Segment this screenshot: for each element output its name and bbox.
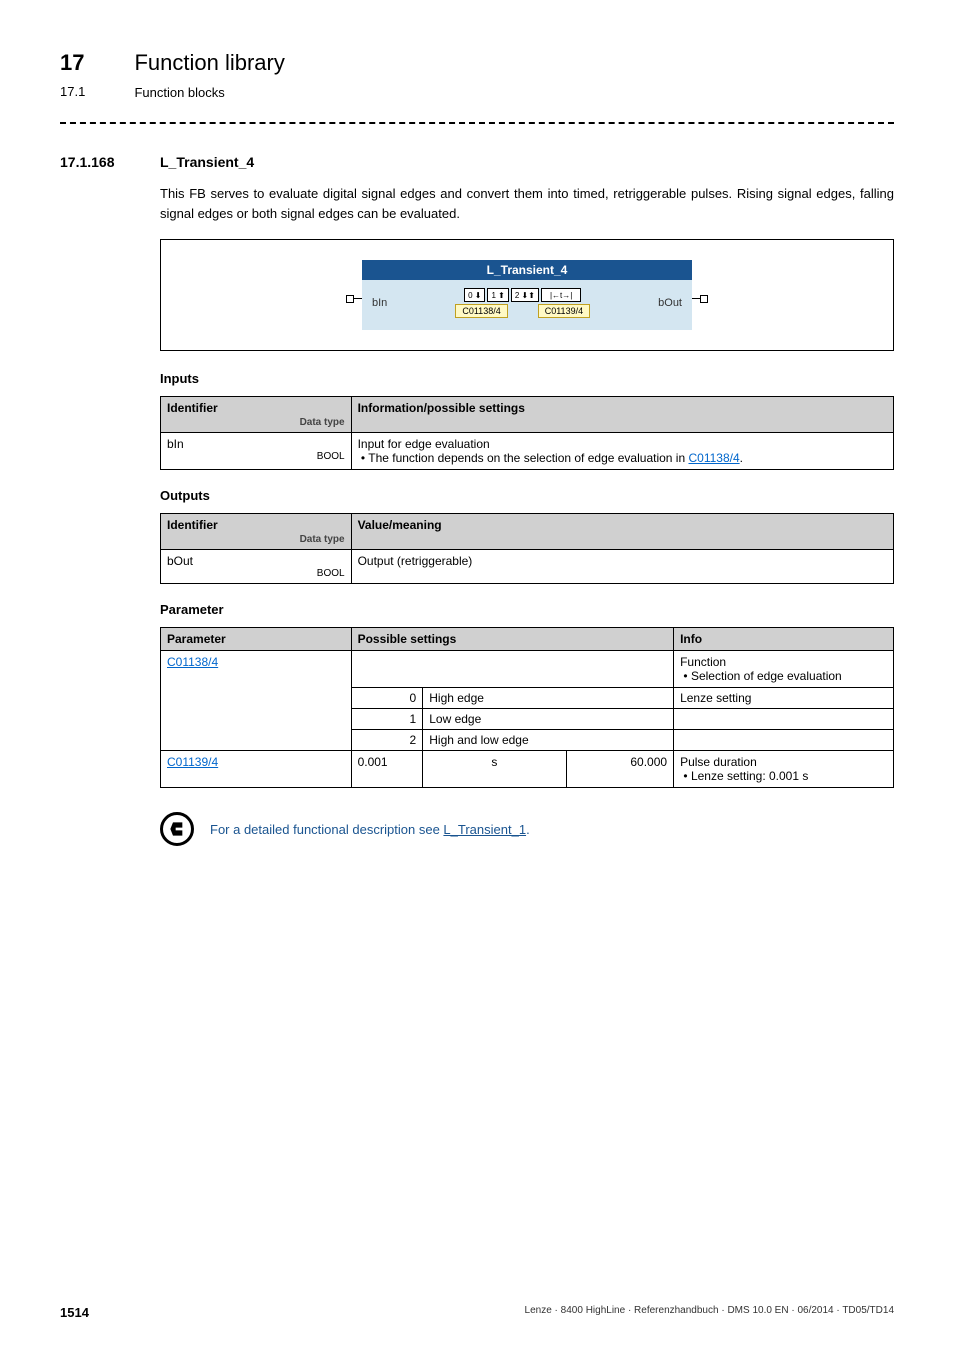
input-link[interactable]: C01138/4: [688, 451, 739, 465]
inputs-col1-header: Identifier Data type: [161, 397, 352, 433]
tip-block: For a detailed functional description se…: [160, 812, 894, 846]
inputs-col1-sub: Data type: [167, 417, 345, 428]
inputs-col1-label: Identifier: [167, 401, 218, 415]
fb-symbol-0: 0 ⬇: [464, 288, 485, 302]
opt1-num: 1: [351, 709, 423, 730]
tip-icon: [160, 812, 194, 846]
chapter-number: 17: [60, 50, 130, 76]
output-pin-connector: [692, 298, 704, 306]
opt0-label: High edge: [423, 688, 674, 709]
fb-param-1: C01138/4: [455, 304, 507, 318]
subchapter-title: Function blocks: [134, 85, 224, 100]
opt0-num: 0: [351, 688, 423, 709]
fb-input-label: bIn: [372, 297, 387, 309]
param2-info-2: • Lenze setting: 0.001 s: [683, 769, 808, 783]
inputs-heading: Inputs: [160, 371, 894, 386]
fb-param-2: C01139/4: [538, 304, 590, 318]
param2-min: 0.001: [351, 751, 423, 788]
table-row: C01139/4 0.001 s 60.000 Pulse duration •…: [161, 751, 894, 788]
page-number: 1514: [60, 1305, 89, 1320]
opt1-label: Low edge: [423, 709, 674, 730]
input-bullet: • The function depends on the selection …: [361, 451, 689, 465]
tip-prefix: For a detailed functional description se…: [210, 822, 443, 837]
param2-max: 60.000: [566, 751, 674, 788]
section-description: This FB serves to evaluate digital signa…: [160, 184, 894, 223]
outputs-table: Identifier Data type Value/meaning bOut …: [160, 513, 894, 584]
outputs-heading: Outputs: [160, 488, 894, 503]
param2-unit: s: [423, 751, 566, 788]
chapter-title: Function library: [134, 50, 284, 76]
footer-text: Lenze · 8400 HighLine · Referenzhandbuch…: [525, 1305, 894, 1320]
chapter-header: 17 Function library: [60, 50, 894, 76]
tip-link[interactable]: L_Transient_1: [443, 822, 526, 837]
outputs-col2-header: Value/meaning: [351, 514, 893, 550]
fb-symbol-2: 2 ⬇⬆: [511, 288, 539, 302]
table-row: bOut BOOL Output (retriggerable): [161, 550, 894, 584]
opt2-num: 2: [351, 730, 423, 751]
param-col3-header: Info: [674, 628, 894, 651]
inputs-table: Identifier Data type Information/possibl…: [160, 396, 894, 470]
param-col1-header: Parameter: [161, 628, 352, 651]
param-info-1: Function: [680, 655, 726, 669]
subchapter-number: 17.1: [60, 84, 130, 99]
output-identifier: bOut: [167, 554, 193, 568]
subchapter-header: 17.1 Function blocks: [60, 84, 894, 102]
param-link-2[interactable]: C01139/4: [167, 755, 218, 769]
function-block-diagram: L_Transient_4 bIn 0 ⬇ 1 ⬆ 2 ⬇⬆ |←t→| C01…: [160, 239, 894, 351]
fb-output-label: bOut: [658, 297, 682, 309]
page-footer: 1514 Lenze · 8400 HighLine · Referenzhan…: [60, 1305, 894, 1320]
fb-title: L_Transient_4: [362, 260, 692, 280]
parameter-table: Parameter Possible settings Info C01138/…: [160, 627, 894, 788]
table-row: bIn BOOL Input for edge evaluation • The…: [161, 433, 894, 470]
parameter-heading: Parameter: [160, 602, 894, 617]
outputs-col1-header: Identifier Data type: [161, 514, 352, 550]
input-identifier: bIn: [167, 437, 184, 451]
table-row: C01138/4 Function • Selection of edge ev…: [161, 651, 894, 688]
opt2-label: High and low edge: [423, 730, 674, 751]
section-title: L_Transient_4: [160, 154, 254, 170]
tip-text: For a detailed functional description se…: [210, 822, 530, 837]
section-number: 17.1.168: [60, 154, 160, 170]
outputs-col1-label: Identifier: [167, 518, 218, 532]
input-description: Input for edge evaluation: [358, 437, 490, 451]
input-suffix: .: [740, 451, 743, 465]
output-description: Output (retriggerable): [351, 550, 893, 584]
input-pin-connector: [350, 298, 362, 306]
section-heading: 17.1.168 L_Transient_4: [60, 154, 894, 170]
outputs-col1-sub: Data type: [167, 534, 345, 545]
input-datatype: BOOL: [167, 451, 345, 462]
param2-info-1: Pulse duration: [680, 755, 757, 769]
divider: [60, 122, 894, 124]
output-datatype: BOOL: [167, 568, 345, 579]
tip-suffix: .: [526, 822, 530, 837]
fb-symbol-1: 1 ⬆: [487, 288, 508, 302]
fb-symbol-pulse: |←t→|: [541, 288, 581, 302]
param-info-1b: • Selection of edge evaluation: [683, 669, 841, 683]
param-col2-header: Possible settings: [351, 628, 673, 651]
param-link-1[interactable]: C01138/4: [167, 655, 218, 669]
opt0-info: Lenze setting: [674, 688, 894, 709]
inputs-col2-header: Information/possible settings: [351, 397, 893, 433]
